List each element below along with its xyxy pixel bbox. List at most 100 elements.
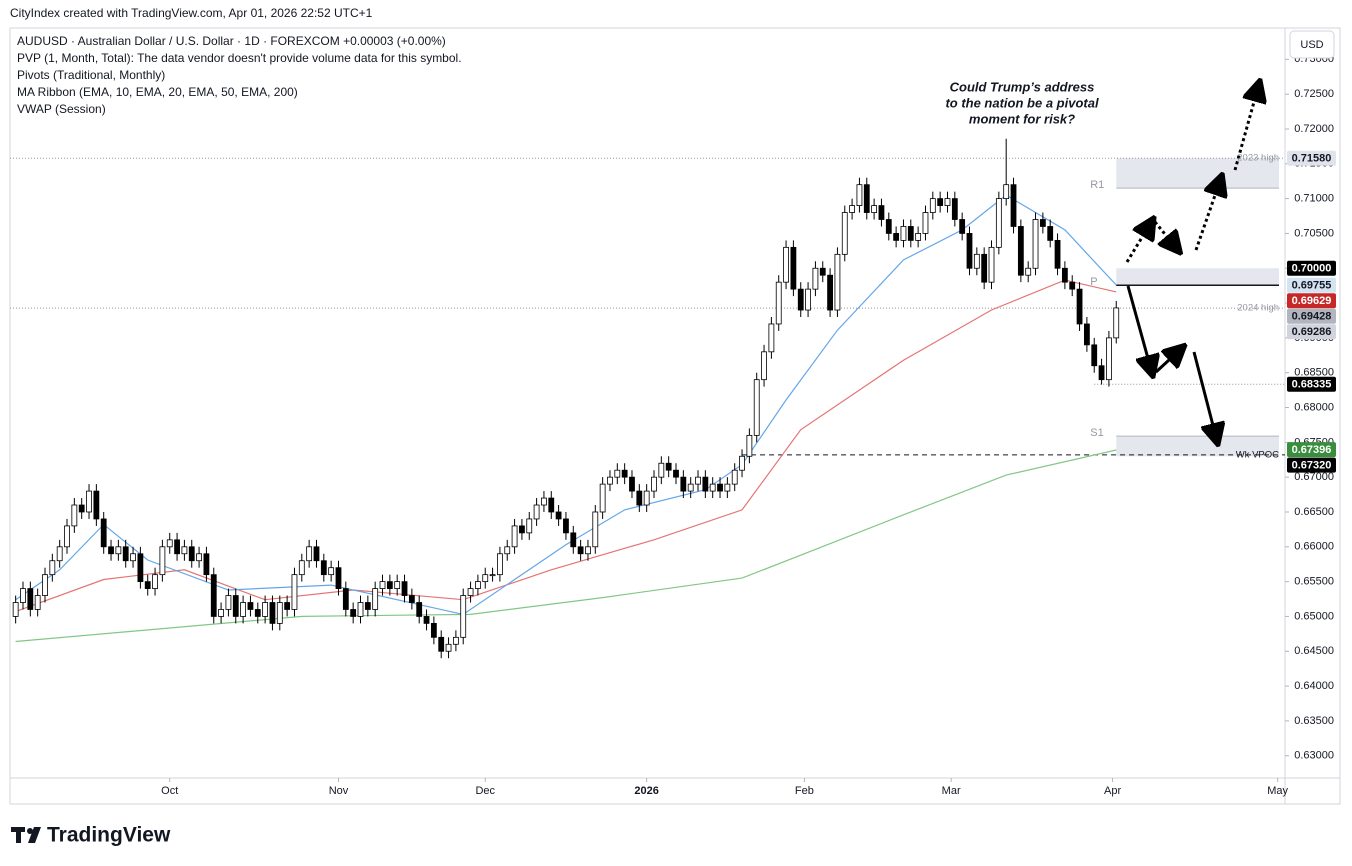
candle-body [152,574,158,589]
x-tick-label: Feb [795,785,814,797]
candle-body [709,483,716,492]
candle-body [240,602,247,617]
candle-body [298,560,305,576]
candle-body [12,602,19,617]
candle-body [680,476,687,492]
candle-body [42,574,48,596]
candle-body [1039,219,1046,227]
candle-body [900,226,907,241]
candle-body [790,246,797,290]
candle-body [893,233,900,241]
candle-body [423,616,430,624]
price-badge-label: 0.69286 [1292,326,1332,338]
candle-body [467,588,474,596]
candle-body [702,476,709,492]
candle-body [504,546,511,555]
candle-body [210,574,217,617]
y-tick-label: 0.65500 [1294,576,1334,588]
candle-body [621,469,628,478]
legend-line: AUDUSD · Australian Dollar / U.S. Dollar… [17,34,446,48]
y-tick-label: 0.72000 [1294,123,1334,135]
price-badge [1287,260,1336,276]
ema-line [15,194,1117,616]
candle-body [1076,288,1083,325]
candle-body [1054,239,1061,269]
candle-body [27,588,34,610]
candle-body [673,469,679,478]
candle-body [863,184,870,213]
price-badge-label: 0.67396 [1292,444,1332,456]
candle-body [1010,184,1017,227]
candle-body [489,574,496,577]
pivot-label: P [1090,276,1097,288]
currency-button[interactable] [1289,30,1335,59]
candle-body [1069,281,1076,290]
candle-body [497,553,503,576]
candle-body [115,546,122,555]
candle-body [592,511,599,548]
candle-body [988,246,995,283]
candle-body [364,602,371,610]
candle-body [247,602,254,610]
candle-body [629,476,635,492]
price-badge [1287,293,1336,309]
candle-body [64,525,70,548]
price-badge-label: 0.69755 [1292,280,1332,292]
candle-body [284,602,291,610]
candle-body [71,504,78,527]
candle-body [1025,267,1032,276]
candle-body [276,602,283,624]
candle-body [56,546,63,562]
candle-body [203,553,210,576]
candle-body [320,560,327,576]
arrow [1194,178,1221,251]
frame [9,27,1341,805]
x-tick-label: Nov [329,785,349,797]
candle-body [416,602,423,617]
legend-line: Pivots (Traditional, Monthly) [17,68,165,82]
candle-body [570,532,577,548]
candle-body [849,205,856,213]
candle-body [254,609,261,617]
candle-body [218,609,224,617]
candle-body [306,546,313,562]
candle-body [526,518,533,534]
candle-body [291,574,298,610]
candle-body [196,553,202,562]
legend-line: MA Ribbon (EMA, 10, EMA, 20, EMA, 50, EM… [17,85,298,99]
header: CityIndex created with TradingView.com, … [10,6,373,20]
candle-body [966,233,973,269]
candle-body [401,581,408,596]
candle-body [753,379,760,436]
candle-body [585,546,591,555]
candle-body [871,205,878,213]
candle-body [357,602,364,617]
y-tick-label: 0.64000 [1294,680,1334,692]
candle-body [93,490,100,520]
price-badge [1287,150,1336,166]
x-tick-label: Apr [1104,785,1121,797]
candle-body [951,198,958,220]
y-tick-label: 0.70500 [1294,227,1334,239]
candle-body [313,546,320,562]
candle-body [130,553,136,562]
price-badge [1287,376,1336,392]
candle-body [885,219,892,234]
candle-body [812,267,819,290]
currency[interactable]: USD [1300,39,1323,51]
legend-line: VWAP (Session) [17,102,106,116]
candle-body [731,469,738,485]
price-badge [1287,277,1336,293]
x-tick-label: May [1267,785,1288,797]
logo-part [16,827,21,843]
candle-body [166,539,173,548]
candle-body [379,581,386,589]
price-badge [1287,442,1336,458]
arrow [1233,84,1259,171]
candle-body [768,323,775,353]
candle-body [761,351,767,381]
candle-body [225,595,232,610]
candle-body [1032,219,1039,269]
candle-body [1113,307,1120,339]
candle-body [995,198,1002,248]
